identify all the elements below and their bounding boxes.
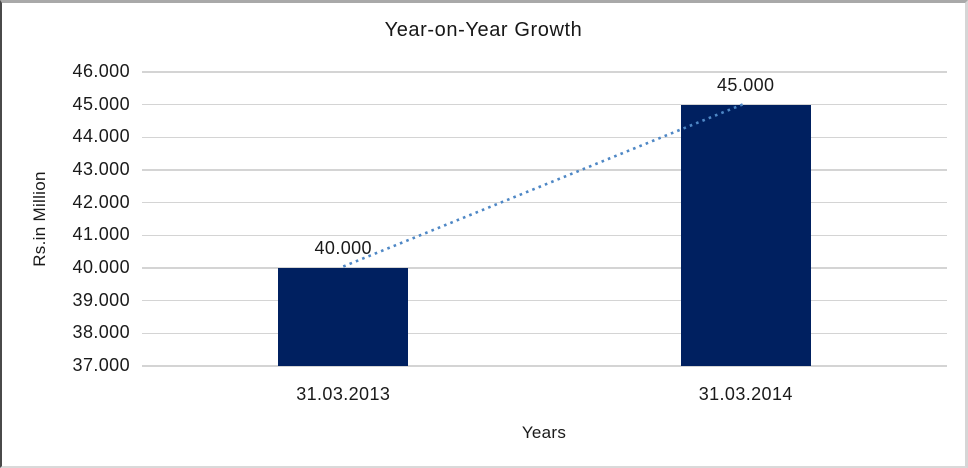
x-tick-label: 31.03.2014 bbox=[698, 384, 793, 404]
gridline bbox=[142, 365, 947, 367]
gridline bbox=[142, 332, 947, 335]
y-tick-label: 40.000 bbox=[72, 257, 130, 277]
chart-title: Year-on-Year Growth bbox=[384, 19, 583, 41]
bar-value-label: 40.000 bbox=[314, 238, 372, 258]
y-tick-label: 42.000 bbox=[72, 191, 130, 212]
y-tick-label: 38.000 bbox=[72, 322, 130, 343]
bar bbox=[278, 268, 409, 366]
y-axis-title: Rs.in Million bbox=[30, 171, 49, 267]
gridline bbox=[142, 267, 947, 269]
bar bbox=[680, 104, 811, 366]
x-tick-label: 31.03.2013 bbox=[296, 384, 391, 404]
gridline bbox=[142, 201, 947, 204]
y-tick-label: 43.000 bbox=[72, 159, 130, 179]
gridline bbox=[142, 103, 947, 106]
gridline bbox=[142, 169, 947, 171]
gridline bbox=[142, 299, 947, 302]
y-tick-label: 44.000 bbox=[72, 126, 130, 147]
x-axis-title: Years bbox=[521, 423, 567, 442]
y-tick-label: 41.000 bbox=[72, 224, 130, 245]
bar-value-label: 45.000 bbox=[717, 74, 775, 95]
y-tick-label: 39.000 bbox=[72, 289, 130, 310]
gridline bbox=[142, 234, 947, 237]
gridline bbox=[142, 71, 947, 73]
y-tick-label: 46.000 bbox=[72, 61, 130, 81]
gridline bbox=[142, 136, 947, 139]
y-tick-label: 37.000 bbox=[72, 355, 130, 375]
y-tick-label: 45.000 bbox=[72, 93, 130, 114]
